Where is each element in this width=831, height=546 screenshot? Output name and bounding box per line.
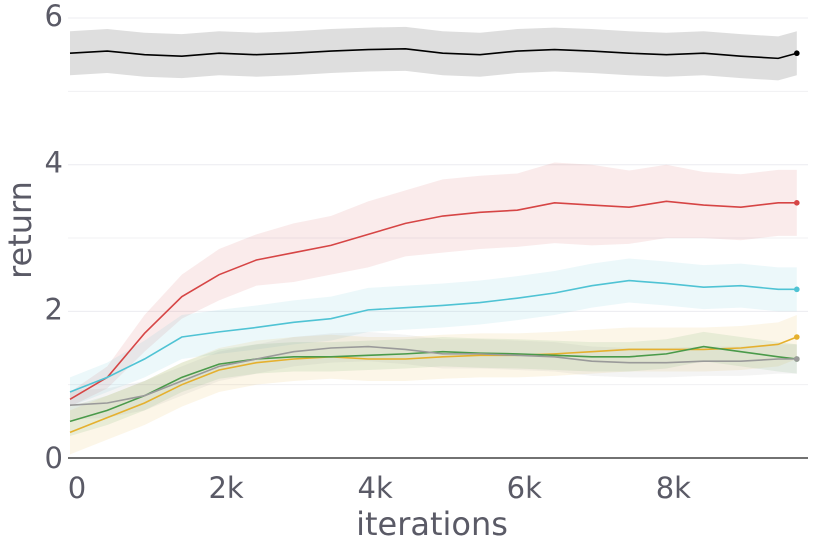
end-point (794, 50, 800, 57)
x-tick-label: 6k (507, 471, 542, 505)
end-point (794, 334, 800, 340)
confidence-band (70, 258, 797, 407)
y-tick-label: 2 (45, 292, 63, 326)
x-tick-label: 2k (208, 471, 243, 505)
line (69, 345, 797, 423)
line (69, 200, 797, 401)
confidence-band (70, 331, 797, 437)
x-axis-title: iterations (356, 505, 508, 543)
y-tick-label: 6 (45, 0, 63, 33)
end-point (794, 356, 800, 362)
line (69, 279, 797, 393)
x-tick-label: 8k (656, 471, 691, 505)
x-tick-label: 0 (68, 471, 86, 505)
x-tick-label: 4k (358, 471, 393, 505)
confidence-band (70, 331, 797, 420)
line (69, 48, 798, 60)
end-point (794, 286, 800, 293)
confidence-band (70, 26, 797, 81)
y-tick-label: 4 (45, 146, 63, 180)
y-axis-title: return (1, 181, 39, 279)
end-point (794, 200, 800, 206)
y-tick-label: 0 (45, 441, 63, 475)
confidence-band (70, 162, 797, 407)
line (69, 345, 797, 407)
